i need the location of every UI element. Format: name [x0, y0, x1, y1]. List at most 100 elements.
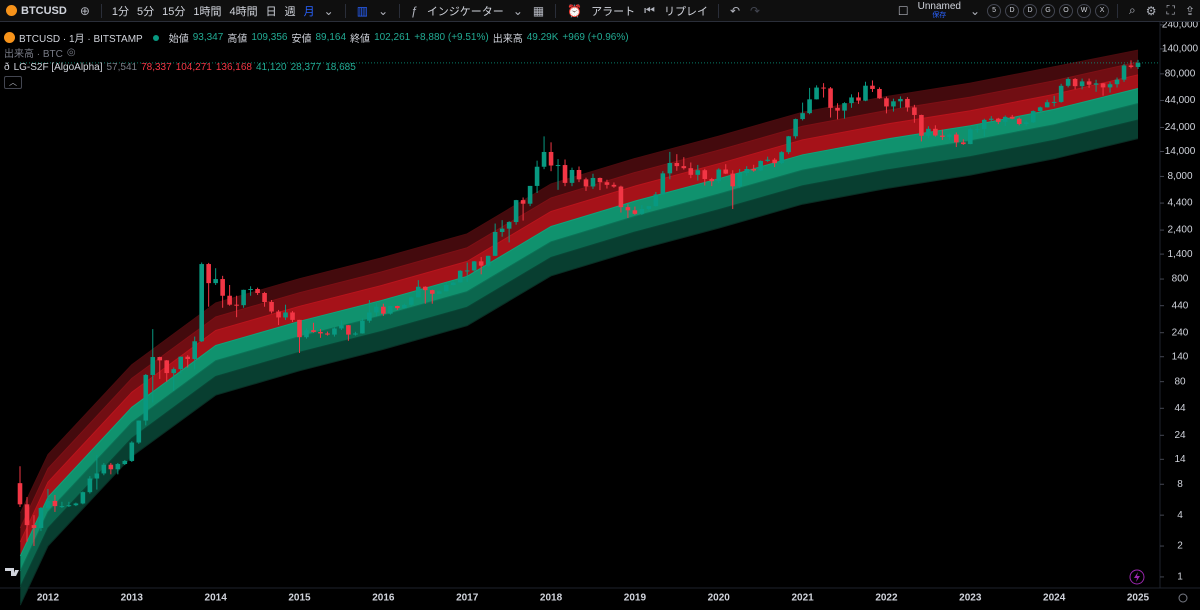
candle-body	[842, 103, 847, 111]
templates-button[interactable]: ▦	[532, 3, 545, 18]
save-status: 保存	[932, 11, 947, 19]
candle-body	[583, 179, 589, 187]
redo-button[interactable]: ↷	[750, 3, 761, 18]
candle-body	[1079, 81, 1085, 87]
replay-button[interactable]: リプレイ	[663, 5, 708, 18]
candle-body	[297, 319, 302, 338]
candle-body	[1030, 111, 1036, 123]
axes: 240,000 140,000 80,000 44,000 24,000 14,000 8,…	[37, 20, 1199, 604]
indicator-title[interactable]: LG-S2F [AlgoAlpha]	[13, 62, 103, 73]
undo-button[interactable]: ↶	[729, 3, 741, 18]
fullscreen-button[interactable]: ⛶	[1166, 3, 1175, 17]
candle-body	[402, 304, 407, 309]
candle-body	[974, 129, 980, 131]
x-tick-label: 2020	[708, 593, 731, 604]
candle-body	[115, 464, 121, 470]
candle-body	[290, 312, 295, 320]
interval-button[interactable]: 週	[284, 5, 296, 18]
candle-body	[758, 160, 763, 171]
collapse-button[interactable]: ︿	[4, 76, 22, 89]
legend-title[interactable]: BTCUSD · 1月 · BITSTAMP	[19, 34, 143, 45]
candle-body	[1023, 122, 1029, 125]
x-tick-label: 2016	[372, 593, 395, 604]
y-tick-label: 24,000	[1165, 122, 1196, 133]
candle-body	[800, 113, 805, 120]
candle-body	[332, 328, 337, 335]
interval-button[interactable]: 1分	[111, 5, 130, 18]
chart-type-button[interactable]: ▥	[356, 3, 369, 18]
candle-body	[751, 168, 756, 171]
chip[interactable]: D	[1023, 3, 1038, 18]
candle-body	[891, 101, 896, 107]
compare-button[interactable]: ⊕	[79, 3, 90, 18]
volume-change: +969 (+0.96%)	[562, 32, 629, 43]
interval-button[interactable]: 日	[265, 5, 277, 18]
symbol-search[interactable]: BTCUSD	[6, 5, 67, 17]
layout-menu[interactable]: ⌄	[969, 3, 981, 18]
interval-menu[interactable]: ⌄	[323, 3, 334, 18]
y-tick-label: 440	[1172, 300, 1189, 311]
snapshot-button[interactable]: ⇪	[1184, 3, 1195, 18]
candle-body	[534, 166, 540, 186]
candle-body	[276, 311, 281, 318]
candle-body	[590, 177, 596, 187]
candle-body	[429, 290, 435, 294]
chip[interactable]: O	[1059, 3, 1074, 18]
candle-body	[1058, 85, 1064, 102]
lightning-button[interactable]	[1129, 569, 1145, 585]
separator	[717, 3, 719, 18]
candle-body	[388, 305, 393, 314]
candle-body	[415, 286, 421, 298]
candle-body	[639, 208, 645, 214]
candle-body	[905, 98, 910, 108]
search-button[interactable]: ⌕	[1129, 3, 1136, 17]
candle-body	[1044, 102, 1050, 108]
candle-body	[702, 170, 708, 180]
y-tick-label: 14,000	[1165, 146, 1196, 157]
chip[interactable]: W	[1077, 3, 1092, 18]
candle-body	[241, 289, 246, 306]
alert-button[interactable]: アラート	[591, 5, 636, 18]
visibility-icon[interactable]: ◎	[66, 47, 76, 58]
interval-button[interactable]: 月	[303, 5, 315, 18]
candle-body	[1072, 78, 1078, 87]
candle-body	[821, 87, 826, 89]
x-tick-label: 2022	[875, 593, 898, 604]
settings-button[interactable]: ⚙	[1145, 3, 1157, 18]
y-tick-label: 44	[1174, 403, 1186, 414]
layout[interactable]: Unnamed 保存	[918, 1, 961, 20]
candle-body	[926, 128, 931, 136]
layout-checkbox[interactable]: ☐	[897, 3, 909, 18]
candle-body	[1107, 84, 1113, 88]
chip[interactable]: G	[1041, 3, 1056, 18]
chip[interactable]: X	[1095, 3, 1110, 18]
band-line	[19, 138, 1139, 606]
ohlc-value: 109,356	[251, 32, 288, 43]
indicator-value: 104,271	[175, 62, 212, 73]
interval-button[interactable]: 1時間	[193, 5, 222, 18]
candle-body	[653, 194, 659, 207]
chip[interactable]: D	[1005, 3, 1020, 18]
candle-body	[681, 166, 687, 169]
settings-button[interactable]	[1178, 593, 1188, 603]
candle-body	[513, 200, 519, 223]
chart-type-menu[interactable]: ⌄	[378, 3, 389, 18]
chip[interactable]: 5	[987, 3, 1002, 18]
candle-body	[933, 128, 938, 136]
ohlc-value: 102,261	[374, 32, 411, 43]
interval-button[interactable]: 15分	[162, 5, 186, 18]
interval-button[interactable]: 5分	[137, 5, 155, 18]
ohlc-name: 始値	[168, 34, 189, 45]
x-tick-label: 2021	[791, 593, 814, 604]
candle-body	[541, 151, 547, 167]
indicators-menu[interactable]: ⌄	[512, 3, 523, 18]
volume-pane-title[interactable]: 出来高 · BTC	[4, 49, 63, 60]
interval-button[interactable]: 4時間	[229, 5, 258, 18]
candle-body	[339, 325, 344, 329]
candle-body	[1016, 118, 1022, 125]
candle-body	[646, 206, 652, 209]
indicators-button[interactable]: インジケーター	[426, 5, 504, 18]
band-line	[19, 103, 1139, 572]
